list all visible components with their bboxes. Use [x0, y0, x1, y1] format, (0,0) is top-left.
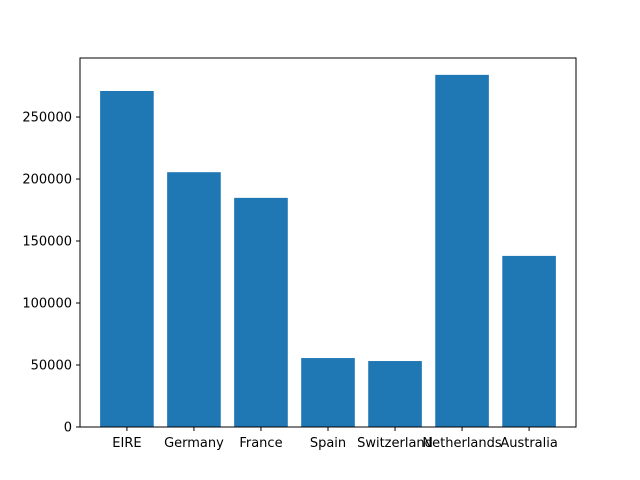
bar-switzerland [368, 361, 422, 427]
bar-france [234, 197, 288, 427]
y-tick-label: 0 [64, 421, 72, 436]
y-axis: 0 50000 100000 150000 200000 250000 [22, 111, 80, 436]
bar-eire [100, 90, 154, 427]
x-tick-label: Australia [500, 436, 558, 451]
x-tick-label: France [239, 436, 282, 451]
x-tick-label: Switzerland [357, 436, 433, 451]
y-tick-label: 200000 [22, 173, 72, 188]
x-tick-label: Netherlands [422, 436, 501, 451]
y-tick-label: 150000 [22, 235, 72, 250]
x-axis: EIRE Germany France Spain SwitzerlandNetherl… [112, 427, 558, 451]
bar-germany [167, 172, 221, 427]
bars-group [100, 74, 556, 428]
bar-spain [301, 358, 355, 427]
x-tick-label: EIRE [112, 436, 141, 451]
y-tick-label: 100000 [22, 297, 72, 312]
y-tick-label: 250000 [22, 111, 72, 126]
x-tick-label: Spain [310, 436, 346, 451]
x-tick-label: Germany [164, 436, 224, 451]
y-tick-label: 50000 [31, 359, 72, 374]
bar-netherlands [435, 74, 489, 428]
bar-australia [502, 255, 556, 427]
